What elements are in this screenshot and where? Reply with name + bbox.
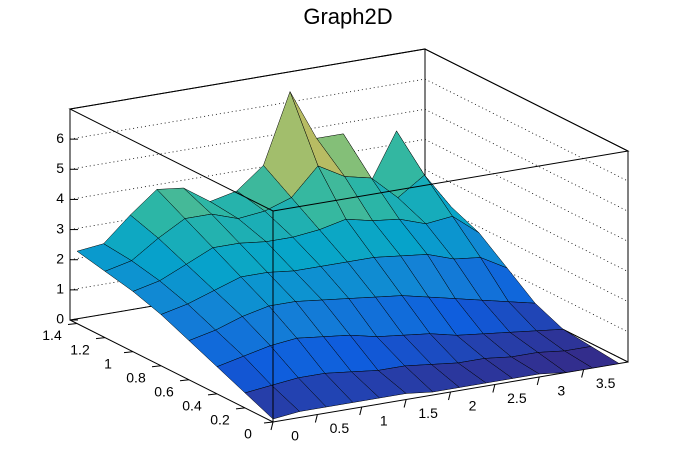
y-tick [263, 421, 274, 424]
y-tick [123, 351, 134, 354]
z-tick-label: 6 [56, 130, 64, 146]
x-tick [403, 399, 407, 408]
x-tick [314, 414, 318, 423]
x-tick-label: 0 [291, 428, 299, 444]
z-tick-label: 4 [56, 190, 64, 206]
y-tick-label: 1.4 [42, 327, 62, 343]
y-tick [179, 379, 190, 382]
z-tick-label: 5 [56, 160, 64, 176]
x-tick-label: 1.5 [418, 405, 438, 421]
x-tick [492, 384, 496, 393]
y-tick-label: 0.4 [182, 398, 202, 414]
x-tick-label: 2.5 [507, 390, 527, 406]
x-tick-label: 2 [469, 398, 477, 414]
y-tick-label: 0 [244, 426, 252, 442]
x-tick [448, 391, 451, 401]
x-tick-label: 1 [380, 413, 388, 429]
z-tick-label: 2 [56, 250, 64, 266]
z-tick-label: 0 [56, 311, 64, 327]
x-tick [581, 369, 585, 378]
x-tick [270, 421, 274, 431]
z-tick-label: 1 [56, 281, 64, 297]
chart-title: Graph2D [303, 4, 392, 29]
y-tick [67, 323, 78, 326]
y-tick-label: 1.2 [70, 341, 90, 357]
z-tick-label: 3 [56, 220, 64, 236]
top-frame [68, 48, 630, 212]
y-tick [207, 393, 218, 396]
x-tick-label: 3.5 [596, 375, 616, 391]
y-tick-label: 0.6 [154, 383, 174, 399]
y-tick [95, 337, 106, 340]
x-tick [536, 376, 540, 386]
y-tick [151, 365, 162, 368]
y-tick-label: 0.2 [210, 412, 230, 428]
x-tick-label: 0.5 [330, 420, 350, 436]
y-tick-label: 1 [104, 355, 112, 371]
x-tick-label: 3 [557, 383, 565, 399]
surface-cell [244, 385, 300, 420]
x-tick [359, 406, 363, 416]
y-tick [235, 407, 246, 410]
y-tick-label: 0.8 [126, 369, 146, 385]
